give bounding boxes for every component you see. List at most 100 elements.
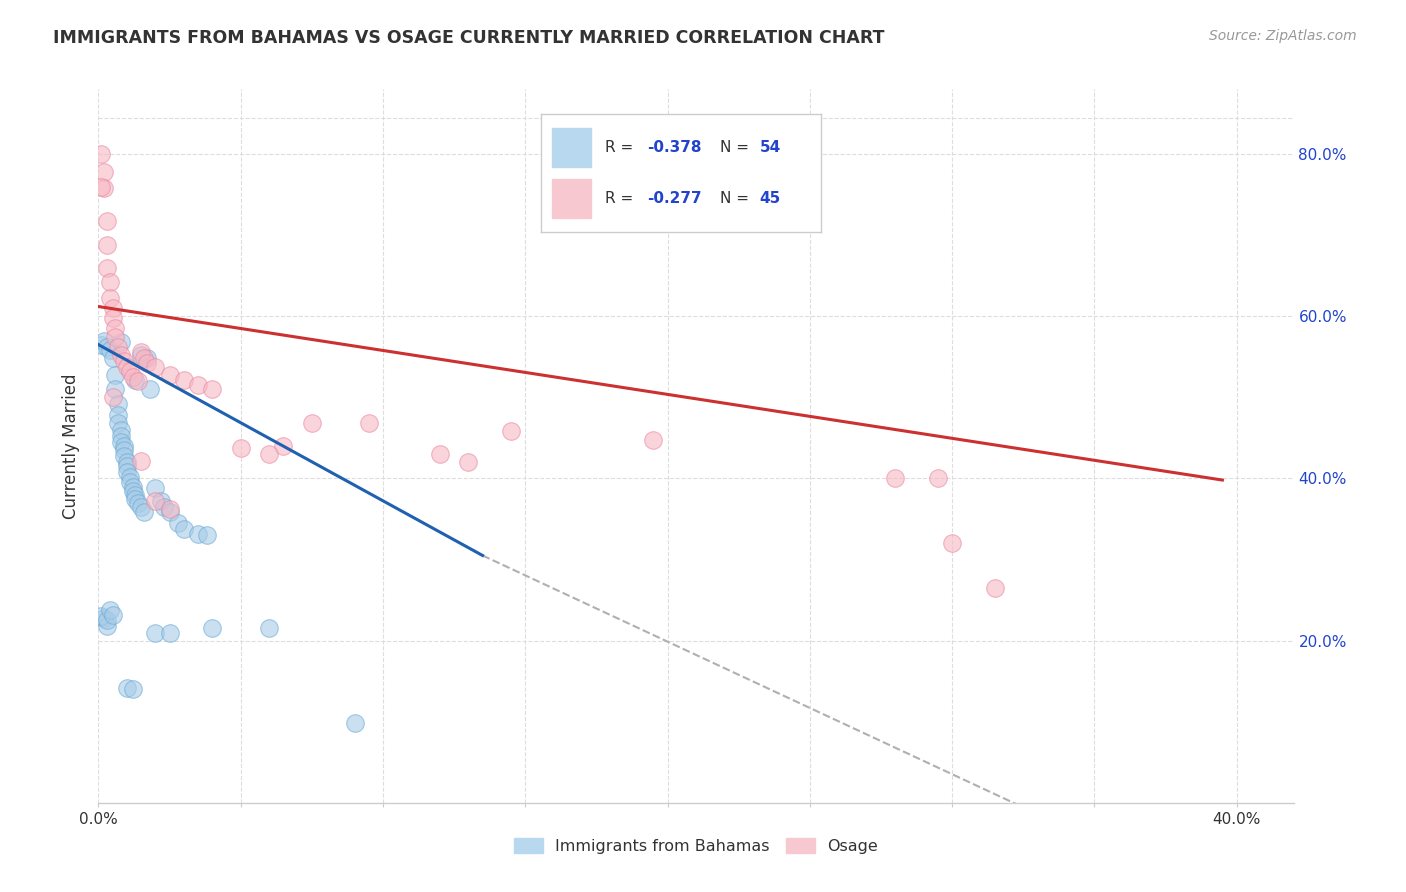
Point [115, 465, 138, 479]
Point [153, 500, 176, 514]
Point [129, 345, 152, 359]
Point [129, 348, 152, 362]
Point [129, 500, 152, 514]
Point [167, 516, 190, 530]
Point [143, 359, 166, 374]
Point [112, 439, 135, 453]
Point [98, 275, 121, 289]
Point [135, 351, 157, 366]
Point [132, 351, 155, 366]
Point [499, 425, 522, 439]
Point [96, 613, 118, 627]
Point [121, 370, 143, 384]
Point [927, 471, 949, 485]
Point [115, 455, 138, 469]
Point [132, 506, 155, 520]
Point [343, 716, 366, 731]
Point [101, 351, 124, 366]
Y-axis label: Currently Married: Currently Married [62, 373, 80, 519]
Point [115, 681, 138, 695]
Point [104, 382, 127, 396]
Point [115, 359, 138, 374]
Point [110, 335, 132, 350]
Point [173, 522, 195, 536]
Point [101, 310, 124, 325]
Point [104, 321, 127, 335]
Point [115, 459, 138, 474]
Point [96, 260, 118, 275]
Point [301, 417, 323, 431]
Point [104, 368, 127, 382]
Point [643, 433, 665, 447]
Point [138, 382, 160, 396]
Point [429, 447, 451, 461]
Point [121, 682, 143, 697]
Point [101, 301, 124, 315]
Point [118, 475, 141, 490]
Legend: Immigrants from Bahamas, Osage: Immigrants from Bahamas, Osage [508, 831, 884, 861]
Point [110, 348, 132, 362]
Point [143, 481, 166, 495]
Point [107, 397, 129, 411]
Text: Source: ZipAtlas.com: Source: ZipAtlas.com [1209, 29, 1357, 43]
Point [110, 423, 132, 437]
Point [187, 378, 209, 392]
Point [984, 581, 1007, 595]
Point [101, 607, 124, 622]
Point [135, 356, 157, 370]
Point [941, 536, 963, 550]
Point [107, 408, 129, 422]
Point [173, 372, 195, 386]
Point [90, 609, 112, 624]
Point [93, 611, 115, 625]
Point [201, 382, 224, 396]
Point [98, 343, 121, 358]
Point [93, 334, 115, 348]
Point [159, 368, 181, 382]
Point [93, 181, 115, 195]
Point [118, 364, 141, 378]
Point [107, 417, 129, 431]
Point [101, 390, 124, 404]
Text: IMMIGRANTS FROM BAHAMAS VS OSAGE CURRENTLY MARRIED CORRELATION CHART: IMMIGRANTS FROM BAHAMAS VS OSAGE CURRENT… [53, 29, 884, 46]
Point [143, 625, 166, 640]
Point [90, 147, 112, 161]
Point [104, 329, 127, 343]
Point [96, 340, 118, 354]
Point [257, 622, 280, 636]
Point [150, 494, 173, 508]
Point [121, 479, 143, 493]
Point [90, 337, 112, 351]
Point [93, 165, 115, 179]
Point [110, 434, 132, 449]
Point [159, 502, 181, 516]
Point [159, 506, 181, 520]
Point [90, 179, 112, 194]
Point [273, 439, 295, 453]
Point [159, 625, 181, 640]
Point [187, 526, 209, 541]
Point [201, 622, 224, 636]
Point [112, 449, 135, 463]
Point [127, 496, 149, 510]
Point [127, 374, 149, 388]
Point [112, 443, 135, 458]
Point [124, 372, 146, 386]
Point [257, 447, 280, 461]
Point [110, 429, 132, 443]
Point [884, 471, 907, 485]
Point [129, 453, 152, 467]
Point [118, 470, 141, 484]
Point [195, 528, 218, 542]
Point [124, 491, 146, 506]
Point [357, 417, 380, 431]
Point [143, 494, 166, 508]
Point [96, 619, 118, 633]
Point [121, 483, 143, 498]
Point [96, 238, 118, 252]
Point [98, 603, 121, 617]
Point [107, 340, 129, 354]
Point [124, 488, 146, 502]
Point [229, 441, 252, 455]
Point [98, 292, 121, 306]
